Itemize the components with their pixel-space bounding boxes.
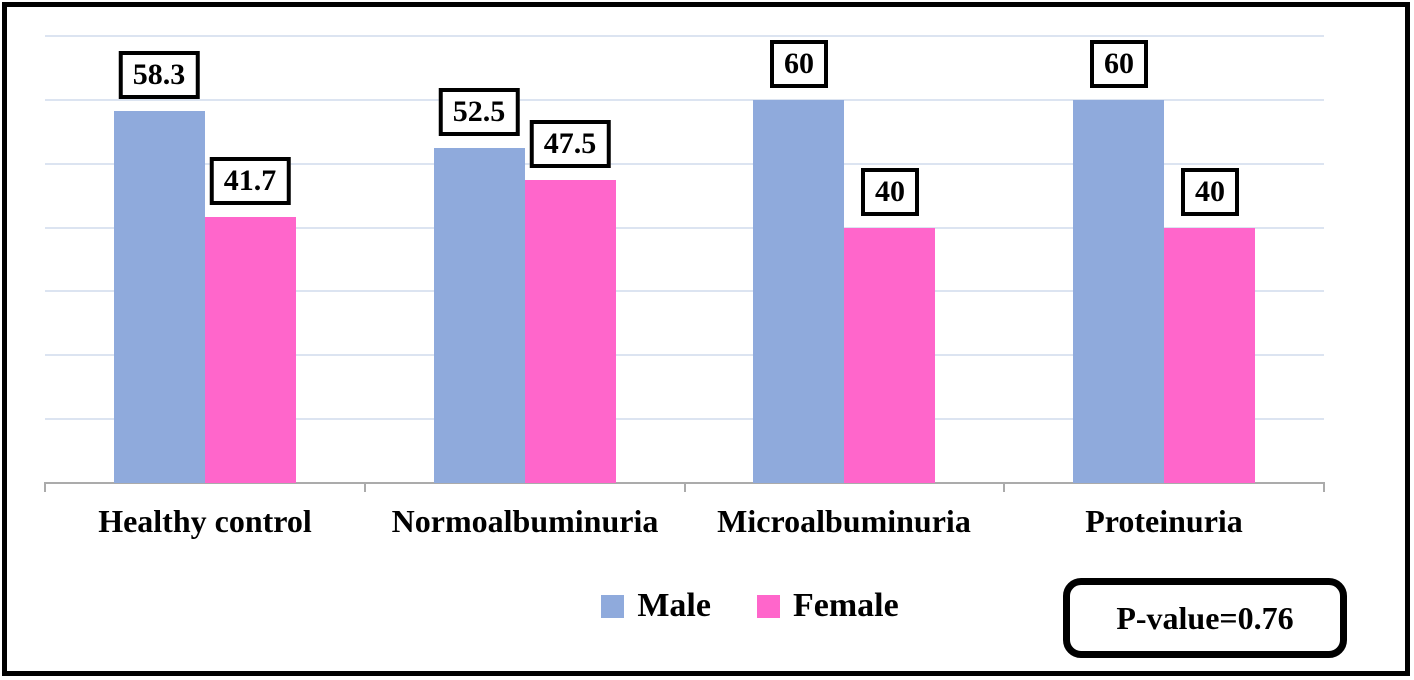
gridline — [45, 227, 1324, 229]
bar-female-1 — [205, 217, 296, 483]
x-axis-tick — [1003, 482, 1005, 492]
gridline — [45, 163, 1324, 165]
bar-male-3 — [753, 100, 844, 483]
value-label: 47.5 — [529, 120, 611, 168]
legend-swatch-icon — [601, 594, 625, 618]
category-label: Proteinuria — [1085, 503, 1243, 539]
value-label: 40 — [861, 168, 919, 216]
chart-legend: Male Female — [0, 589, 1414, 623]
gridline — [45, 354, 1324, 356]
category-label: Microalbuminuria — [717, 503, 971, 539]
value-label: 58.3 — [118, 51, 200, 99]
pvalue-text: P-value=0.76 — [1116, 599, 1294, 636]
legend-label: Male — [637, 587, 711, 624]
bar-male-4 — [1073, 100, 1164, 483]
legend-item-male: Male — [601, 589, 711, 623]
legend-swatch-icon — [756, 594, 780, 618]
gridline — [45, 418, 1324, 420]
category-label: Healthy control — [98, 503, 312, 539]
bar-female-2 — [525, 180, 616, 483]
gridline — [45, 290, 1324, 292]
legend-item-female: Female — [756, 587, 899, 624]
value-label: 40 — [1181, 168, 1239, 216]
value-label: 60 — [1090, 40, 1148, 88]
gridline — [45, 35, 1324, 37]
x-axis-tick — [684, 482, 686, 492]
value-label: 52.5 — [438, 88, 520, 136]
bar-male-1 — [114, 111, 205, 483]
category-label: Normoalbuminuria — [391, 503, 659, 539]
x-axis-tick — [1323, 482, 1325, 492]
legend-label: Female — [792, 587, 899, 624]
x-axis-tick — [44, 482, 46, 492]
value-label: 60 — [770, 40, 828, 88]
value-label: 41.7 — [209, 157, 291, 205]
pvalue-annotation-box: P-value=0.76 — [1063, 578, 1347, 658]
bar-female-4 — [1164, 228, 1255, 483]
gridline — [45, 99, 1324, 101]
bar-male-2 — [434, 148, 525, 483]
x-axis-tick — [364, 482, 366, 492]
bar-female-3 — [844, 228, 935, 483]
